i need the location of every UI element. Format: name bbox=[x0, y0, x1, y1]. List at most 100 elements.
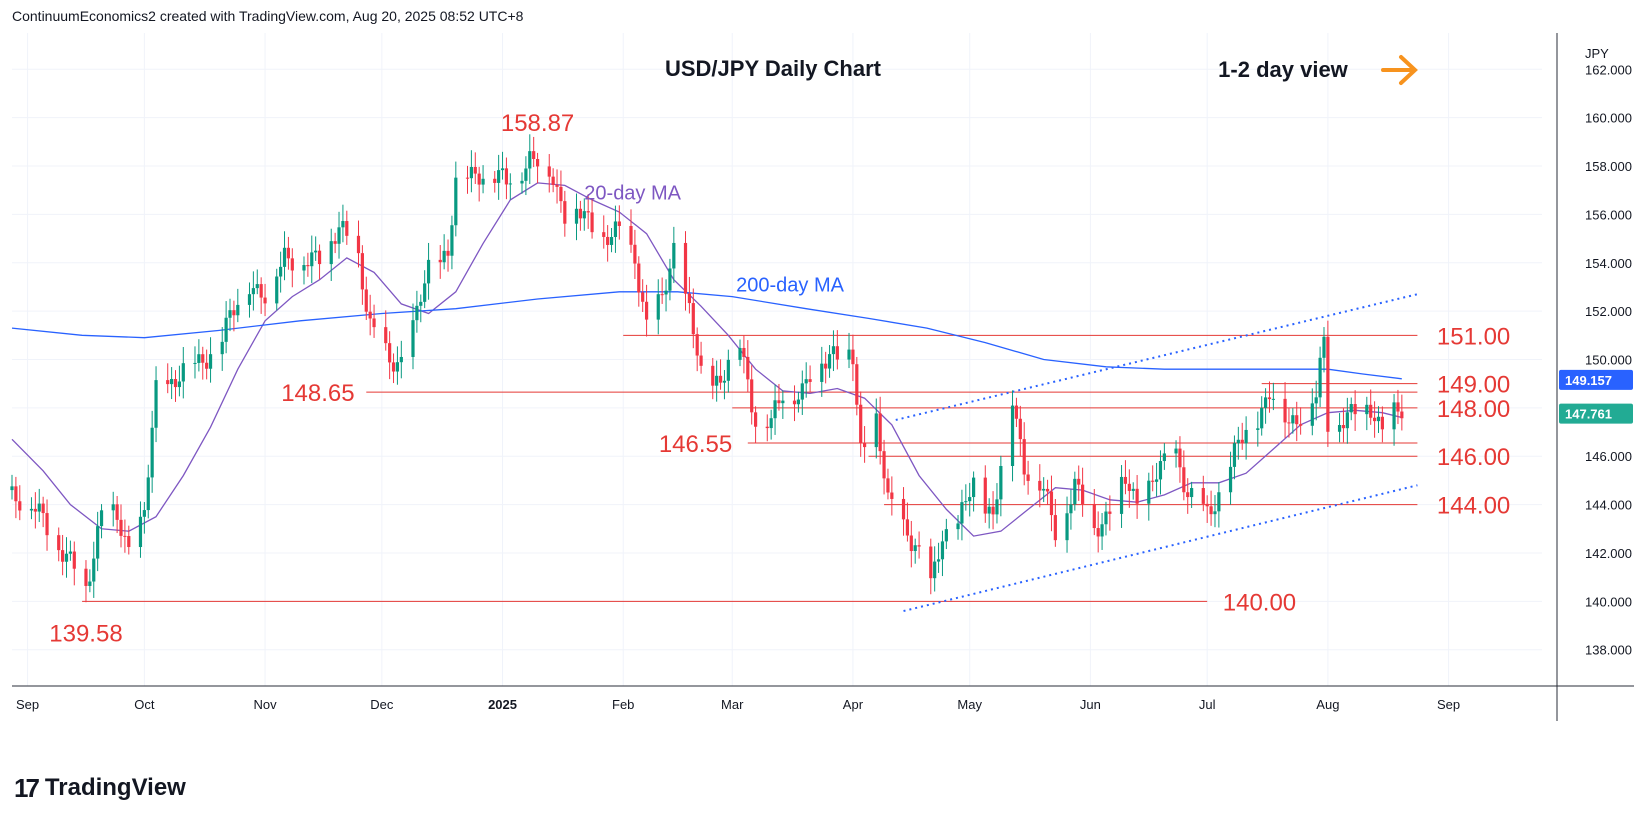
candle-body bbox=[391, 362, 396, 372]
candle-body bbox=[890, 492, 894, 499]
candle-body bbox=[1096, 528, 1100, 537]
candle-body bbox=[808, 379, 812, 382]
candle-body bbox=[1010, 405, 1015, 466]
candle-body bbox=[372, 318, 376, 328]
y-tick-label: 150.000 bbox=[1585, 353, 1632, 368]
candle-body bbox=[419, 301, 423, 306]
tradingview-logo[interactable]: 17 TradingView bbox=[14, 770, 186, 806]
candle-body bbox=[1123, 476, 1128, 484]
level-label: 148.00 bbox=[1437, 396, 1510, 423]
candle-body bbox=[360, 253, 364, 290]
candle-body bbox=[329, 241, 333, 265]
candle-body bbox=[68, 551, 72, 554]
moving-average-line bbox=[11, 291, 1402, 380]
x-tick-label: Feb bbox=[612, 697, 634, 712]
candle-body bbox=[469, 166, 473, 179]
candle-body bbox=[37, 503, 41, 512]
candle-body bbox=[228, 310, 232, 318]
candle-body bbox=[72, 551, 76, 569]
candle-body bbox=[493, 178, 497, 183]
candle-body bbox=[532, 151, 536, 160]
chart-annotation: 139.58 bbox=[49, 621, 122, 648]
candle-body bbox=[251, 288, 255, 295]
candle-body bbox=[933, 561, 937, 579]
candle-body bbox=[586, 211, 590, 213]
candle-body bbox=[804, 379, 808, 384]
candle-body bbox=[901, 498, 906, 520]
candle-body bbox=[835, 346, 839, 360]
candle-body bbox=[341, 221, 345, 228]
candle-body bbox=[1081, 484, 1085, 504]
trend-channel-line bbox=[903, 484, 1418, 612]
trend-channel-line bbox=[895, 293, 1418, 421]
candle-body bbox=[555, 184, 559, 187]
x-tick-label: Sep bbox=[16, 697, 39, 712]
candle-body bbox=[1077, 478, 1081, 485]
candle-body bbox=[282, 247, 287, 267]
candle-body bbox=[886, 478, 890, 493]
candle-body bbox=[88, 581, 92, 586]
candle-body bbox=[1400, 411, 1404, 419]
candle-body bbox=[177, 381, 182, 388]
candle-body bbox=[699, 355, 703, 366]
candle-body bbox=[827, 354, 832, 369]
candle-body bbox=[1100, 524, 1104, 537]
chart-subtitle: 1-2 day view bbox=[1218, 57, 1349, 82]
candle-body bbox=[290, 258, 294, 271]
candle-body bbox=[84, 568, 88, 586]
candle-body bbox=[1162, 453, 1166, 462]
candle-body bbox=[765, 426, 769, 429]
candle-body bbox=[1318, 357, 1322, 398]
candle-body bbox=[1042, 488, 1046, 491]
candle-body bbox=[123, 535, 127, 537]
candle-body bbox=[664, 290, 668, 295]
candle-body bbox=[738, 347, 742, 360]
candle-body bbox=[637, 263, 641, 293]
candle-body bbox=[695, 334, 699, 356]
candle-body bbox=[197, 354, 201, 363]
candle-body bbox=[1190, 488, 1194, 498]
candle-body bbox=[500, 168, 505, 171]
candle-body bbox=[426, 259, 431, 284]
candle-body bbox=[633, 244, 637, 264]
candle-body bbox=[314, 250, 318, 253]
candle-body bbox=[1256, 428, 1260, 430]
candle-body bbox=[64, 553, 69, 562]
candle-body bbox=[1092, 503, 1096, 529]
candle-body bbox=[874, 413, 878, 448]
candle-body bbox=[388, 343, 392, 363]
candle-body bbox=[263, 297, 267, 304]
y-tick-label: 146.000 bbox=[1585, 449, 1632, 464]
candle-body bbox=[590, 212, 594, 233]
candle-body bbox=[905, 519, 910, 536]
candle-body bbox=[1353, 404, 1357, 415]
candle-body bbox=[715, 375, 719, 386]
candle-body bbox=[29, 508, 34, 511]
candle-body bbox=[1341, 425, 1346, 429]
candle-body bbox=[1232, 443, 1237, 467]
candle-body bbox=[1380, 416, 1384, 430]
candle-body bbox=[166, 380, 170, 385]
candle-body bbox=[33, 508, 37, 512]
candle-body bbox=[964, 501, 968, 503]
candle-body bbox=[862, 442, 867, 448]
candle-body bbox=[1314, 397, 1318, 404]
candle-body bbox=[1182, 467, 1186, 493]
x-tick-label: Mar bbox=[721, 697, 744, 712]
candle-body bbox=[208, 354, 213, 369]
candle-body bbox=[672, 242, 676, 269]
candle-body bbox=[750, 379, 754, 413]
candle-body bbox=[1392, 402, 1396, 430]
candle-body bbox=[1135, 488, 1139, 504]
candle-body bbox=[753, 412, 758, 427]
candle-body bbox=[1053, 515, 1057, 541]
candle-body bbox=[559, 186, 563, 202]
candle-body bbox=[1260, 407, 1264, 429]
candle-body bbox=[1310, 403, 1314, 426]
candle-body bbox=[92, 558, 96, 582]
candle-body bbox=[236, 304, 240, 316]
candle-body bbox=[617, 221, 621, 226]
candle-body bbox=[1158, 461, 1163, 480]
candle-body bbox=[1069, 504, 1073, 514]
